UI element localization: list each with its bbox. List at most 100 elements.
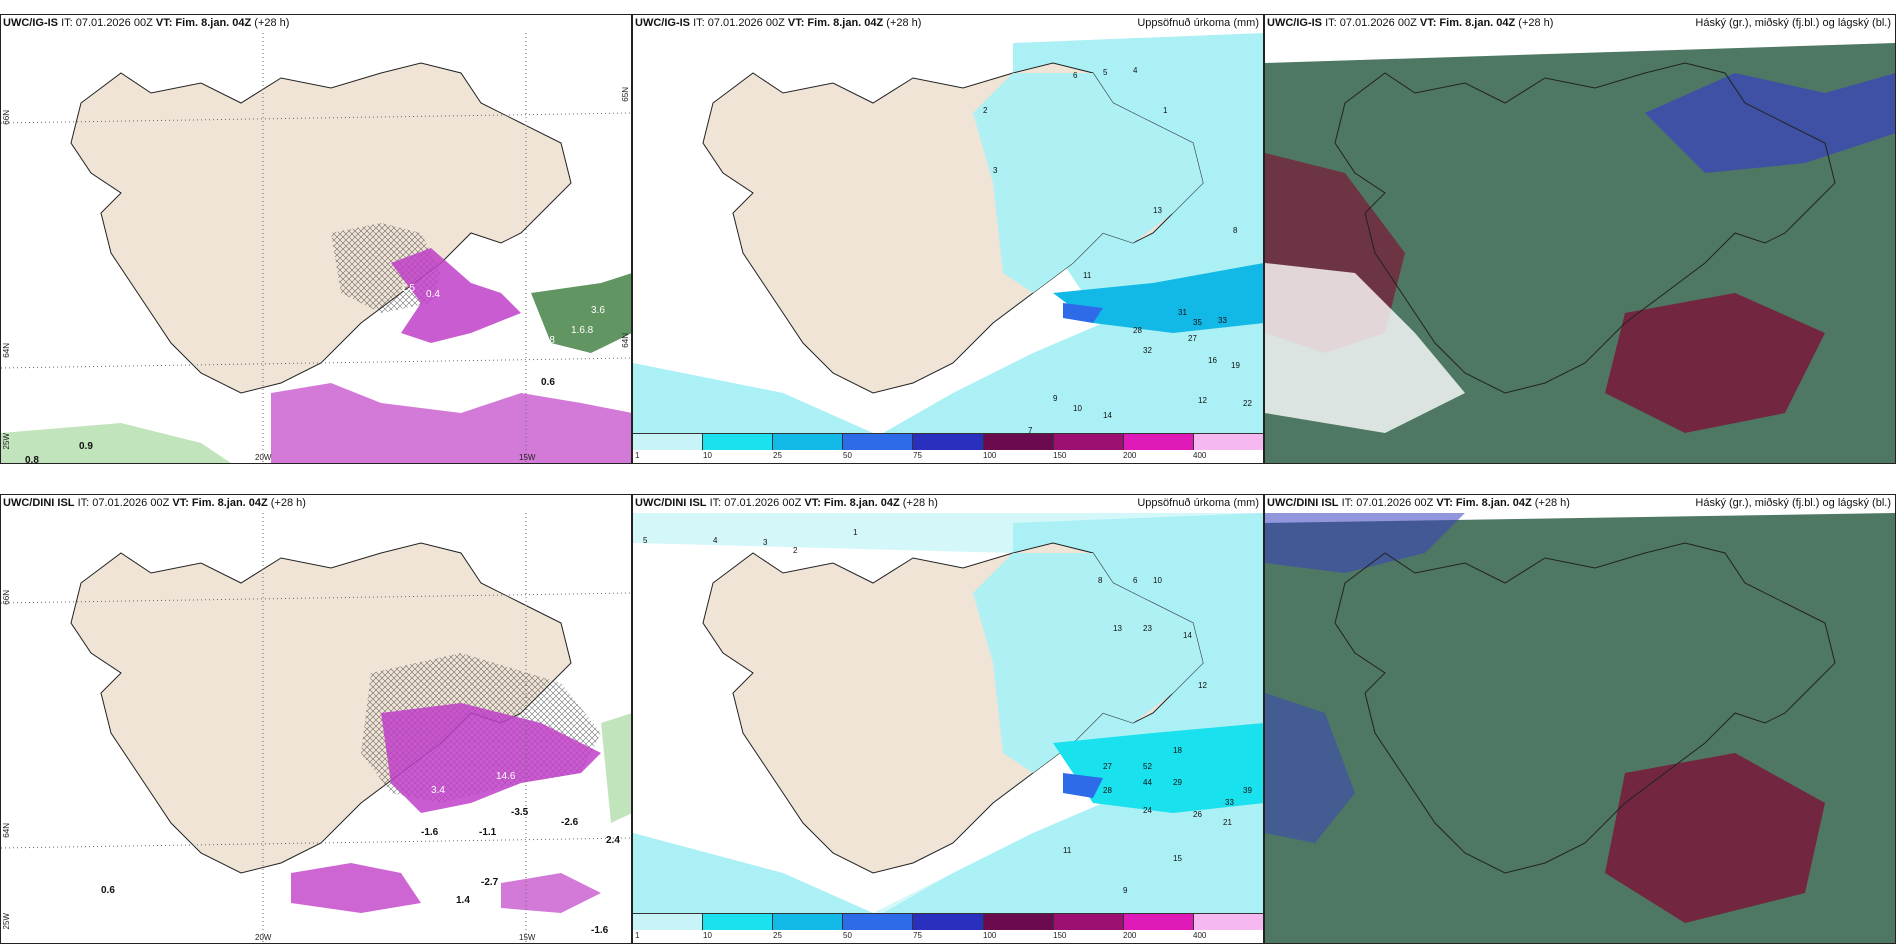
value-label: 33 [1218, 316, 1227, 325]
lon-label: 25W [2, 913, 11, 930]
value-label: 4 [1133, 66, 1138, 75]
value-label: 15 [1173, 854, 1182, 863]
value-label: 8 [1098, 576, 1103, 585]
value-label: 0.6 [101, 885, 115, 896]
value-label: 1 [853, 528, 858, 537]
cloud-map [1265, 513, 1895, 943]
value-label: 2 [793, 546, 798, 555]
panel-title: UWC/DINI ISL IT: 07.01.2026 00Z VT: Fim.… [635, 497, 938, 509]
colorbar-label: 25 [773, 931, 782, 940]
colorbar-label: 1 [635, 451, 640, 460]
value-label: 28 [1133, 326, 1142, 335]
value-label: -1.1 [479, 827, 497, 838]
value-label: 4 [713, 536, 718, 545]
colorbar-swatch [633, 914, 704, 930]
panel-wind-temp-dini: UWC/DINI ISL IT: 07.01.2026 00Z VT: Fim.… [0, 494, 632, 944]
value-label: 39 [1243, 786, 1252, 795]
value-label: 14.6 [496, 771, 516, 782]
panel-clouds-dini: UWC/DINI ISL IT: 07.01.2026 00Z VT: Fim.… [1264, 494, 1896, 944]
colorbar-swatch [843, 434, 914, 450]
value-label: 23 [1143, 624, 1152, 633]
value-label: 8 [1233, 226, 1238, 235]
value-label: 2 [983, 106, 988, 115]
value-label: 14 [1103, 411, 1112, 420]
value-label: 1.6.8 [571, 325, 594, 336]
panel-subtitle: Háský (gr.), miðský (fj.bl.) og lágský (… [1695, 17, 1891, 29]
lat-label: 66N [2, 110, 11, 125]
value-label: 1.8 [541, 335, 555, 346]
panel-title: UWC/IG-IS IT: 07.01.2026 00Z VT: Fim. 8.… [3, 17, 290, 29]
precip-map: 5 4 3 2 1 6 8 10 23 14 13 12 18 52 44 29… [633, 513, 1263, 913]
colorbar-label: 25 [773, 451, 782, 460]
value-label: 3 [763, 538, 768, 547]
colorbar-label: 150 [1053, 931, 1067, 940]
value-label: 10 [1073, 404, 1082, 413]
colorbar-swatch [703, 914, 774, 930]
value-label: 5 [1103, 68, 1108, 77]
colorbar-label: 1 [635, 931, 640, 940]
panel-precip-igis: UWC/IG-IS IT: 07.01.2026 00Z VT: Fim. 8.… [632, 14, 1264, 464]
panel-title: UWC/IG-IS IT: 07.01.2026 00Z VT: Fim. 8.… [635, 17, 922, 29]
value-label: 9 [1123, 886, 1128, 895]
value-label: 7.3 [511, 357, 525, 368]
value-label: 10.4 [476, 355, 496, 366]
value-label: 21 [1223, 818, 1232, 827]
panel-subtitle: Uppsöfnuð úrkoma (mm) [1137, 17, 1259, 29]
colorbar-swatch [773, 914, 844, 930]
colorbar-label: 10 [703, 931, 712, 940]
colorbar-label: 400 [1193, 931, 1207, 940]
lat-label: 65N [621, 87, 630, 102]
value-label: 7 [1028, 426, 1033, 433]
value-label: 3 [993, 166, 998, 175]
value-label: 3.6 [591, 305, 605, 316]
value-label: 11 [1063, 846, 1072, 855]
colorbar-label: 100 [983, 451, 997, 460]
lon-label: 25W [2, 433, 11, 450]
panel-title: UWC/IG-IS IT: 07.01.2026 00Z VT: Fim. 8.… [1267, 17, 1554, 29]
colorbar-swatch [1123, 914, 1194, 930]
value-label: 0.8 [25, 455, 39, 463]
value-label: -2.7 [481, 877, 499, 888]
panel-wind-temp-igis: UWC/IG-IS IT: 07.01.2026 00Z VT: Fim. 8.… [0, 14, 632, 464]
value-label: 52 [1143, 762, 1152, 771]
colorbar-swatch [773, 434, 844, 450]
cloud-map [1265, 33, 1895, 463]
panel-precip-dini: UWC/DINI ISL IT: 07.01.2026 00Z VT: Fim.… [632, 494, 1264, 944]
value-label: 6 [1133, 576, 1138, 585]
value-label: 12 [1198, 396, 1207, 405]
value-label: 13 [1153, 206, 1162, 215]
value-label: 0.9 [79, 441, 93, 452]
value-label: 44 [1143, 778, 1152, 787]
value-label: 10 [1153, 576, 1162, 585]
colorbar-swatch [633, 434, 704, 450]
value-label: 14 [1183, 631, 1192, 640]
lat-label: 64N [2, 343, 11, 358]
colorbar-label: 50 [843, 451, 852, 460]
value-label: 35 [1193, 318, 1202, 327]
value-label: 24 [1143, 806, 1152, 815]
panel-title: UWC/DINI ISL IT: 07.01.2026 00Z VT: Fim.… [1267, 497, 1570, 509]
panel-subtitle: Háský (gr.), miðský (fj.bl.) og lágský (… [1695, 497, 1891, 509]
value-label: 0.4 [381, 347, 395, 358]
lat-label: 64N [2, 823, 11, 838]
colorbar-swatches [633, 913, 1263, 930]
value-label: 11 [1083, 271, 1092, 280]
value-label: 31 [1178, 308, 1187, 317]
colorbar-swatch [913, 434, 984, 450]
value-label: 19 [1231, 361, 1240, 370]
value-label: 0.4 [426, 289, 440, 300]
colorbar: 1 10 25 50 75 100 150 200 400 [633, 433, 1263, 463]
value-label: 13 [1113, 624, 1122, 633]
panel-title: UWC/DINI ISL IT: 07.01.2026 00Z VT: Fim.… [3, 497, 306, 509]
value-label: 3.4 [431, 785, 445, 796]
colorbar-swatch [1193, 434, 1263, 450]
value-label: 1.5 [401, 283, 415, 294]
colorbar-label: 150 [1053, 451, 1067, 460]
colorbar-label: 10 [703, 451, 712, 460]
value-label: 1.4 [456, 895, 470, 906]
lon-label: 15W [519, 453, 536, 462]
value-label: 29 [1173, 778, 1182, 787]
value-label: 22 [1243, 399, 1252, 408]
panel-subtitle: Uppsöfnuð úrkoma (mm) [1137, 497, 1259, 509]
panel-clouds-igis: UWC/IG-IS IT: 07.01.2026 00Z VT: Fim. 8.… [1264, 14, 1896, 464]
